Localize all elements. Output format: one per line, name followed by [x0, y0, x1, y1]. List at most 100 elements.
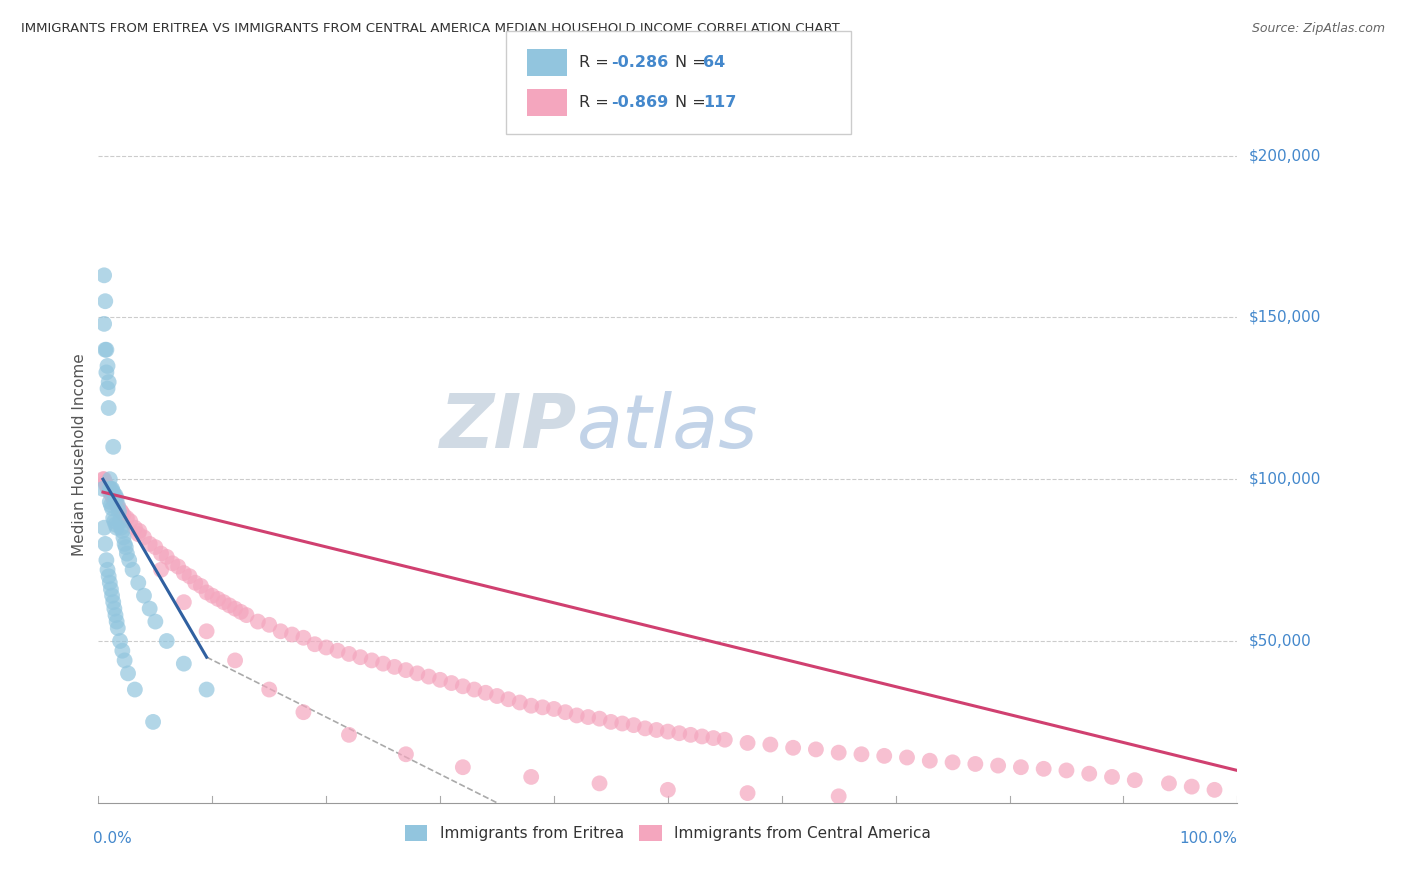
Point [804, 742, 827, 756]
Point [224, 601, 246, 615]
Point [103, 493, 125, 508]
Point [110, 504, 132, 518]
Point [104, 608, 127, 623]
Text: N =: N = [675, 55, 711, 70]
Point [108, 514, 131, 528]
Text: Source: ZipAtlas.com: Source: ZipAtlas.com [1251, 22, 1385, 36]
Point [124, 682, 146, 697]
Point [600, 714, 623, 729]
Point [98, 485, 121, 500]
Point [229, 605, 252, 619]
Point [337, 728, 360, 742]
Point [212, 595, 235, 609]
Point [173, 595, 195, 609]
Point [110, 521, 132, 535]
Point [509, 696, 531, 710]
Point [1032, 762, 1054, 776]
Point [657, 724, 679, 739]
Point [103, 511, 125, 525]
Point [127, 575, 149, 590]
Point [173, 566, 195, 580]
Point [246, 615, 269, 629]
Point [828, 746, 851, 760]
Point [138, 537, 160, 551]
Point [418, 670, 440, 684]
Point [759, 738, 782, 752]
Point [96, 563, 118, 577]
Point [543, 702, 565, 716]
Point [156, 549, 179, 564]
Point [451, 679, 474, 693]
Point [690, 730, 713, 744]
Text: $50,000: $50,000 [1249, 633, 1312, 648]
Point [104, 517, 127, 532]
Legend: Immigrants from Eritrea, Immigrants from Central America: Immigrants from Eritrea, Immigrants from… [398, 819, 938, 847]
Point [737, 786, 759, 800]
Text: 117: 117 [703, 95, 737, 110]
Point [98, 575, 121, 590]
Point [103, 514, 125, 528]
Text: R =: R = [579, 55, 614, 70]
Point [128, 524, 150, 538]
Point [101, 501, 124, 516]
Point [224, 653, 246, 667]
Point [218, 599, 240, 613]
Point [315, 640, 337, 655]
Point [104, 495, 127, 509]
Point [110, 504, 132, 518]
Point [115, 511, 138, 525]
Point [1123, 773, 1146, 788]
Point [498, 692, 520, 706]
Point [873, 748, 896, 763]
Point [138, 601, 160, 615]
Point [93, 472, 115, 486]
Point [100, 482, 122, 496]
Text: $100,000: $100,000 [1249, 472, 1322, 487]
Point [429, 673, 451, 687]
Point [103, 488, 125, 502]
Point [96, 343, 118, 357]
Point [384, 660, 406, 674]
Point [173, 657, 195, 671]
Point [104, 488, 127, 502]
Point [851, 747, 873, 762]
Point [97, 569, 120, 583]
Point [184, 575, 207, 590]
Point [576, 710, 599, 724]
Point [150, 547, 173, 561]
Point [987, 758, 1010, 772]
Point [395, 747, 418, 762]
Point [657, 782, 679, 797]
Point [395, 663, 418, 677]
Point [645, 723, 668, 737]
Point [1181, 780, 1204, 794]
Point [91, 472, 114, 486]
Point [121, 563, 143, 577]
Point [103, 485, 125, 500]
Point [111, 524, 134, 538]
Point [101, 488, 124, 502]
Text: 100.0%: 100.0% [1180, 830, 1237, 846]
Point [918, 754, 941, 768]
Point [114, 540, 136, 554]
Point [463, 682, 485, 697]
Point [114, 537, 136, 551]
Y-axis label: Median Household Income: Median Household Income [72, 353, 87, 557]
Point [292, 631, 315, 645]
Point [668, 726, 690, 740]
Text: N =: N = [675, 95, 711, 110]
Point [98, 472, 121, 486]
Point [737, 736, 759, 750]
Point [108, 634, 131, 648]
Point [588, 776, 610, 790]
Point [440, 676, 463, 690]
Point [103, 491, 125, 506]
Point [156, 634, 179, 648]
Point [94, 475, 117, 490]
Point [1010, 760, 1032, 774]
Point [360, 653, 382, 667]
Text: atlas: atlas [576, 391, 758, 463]
Point [98, 495, 121, 509]
Point [96, 382, 118, 396]
Point [94, 294, 117, 309]
